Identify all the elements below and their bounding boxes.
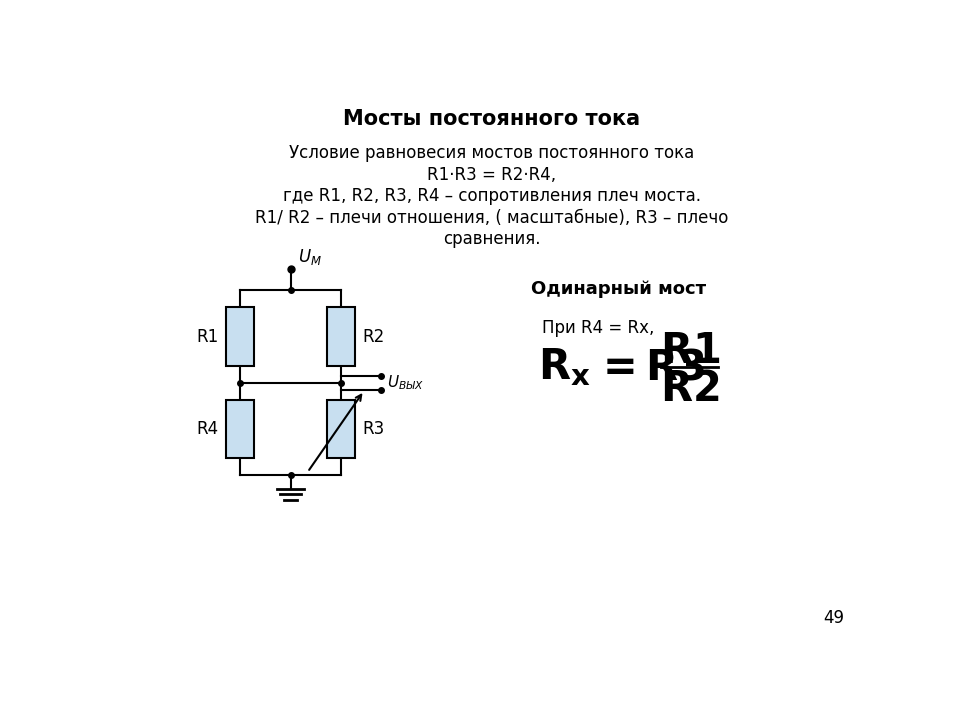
Text: $U_{ВЫХ}$: $U_{ВЫХ}$ — [388, 374, 424, 392]
Text: $U_M$: $U_M$ — [299, 248, 323, 267]
Text: сравнения.: сравнения. — [444, 230, 540, 248]
Text: $\mathbf{R2}$: $\mathbf{R2}$ — [660, 368, 719, 410]
Bar — [227, 307, 254, 366]
Bar — [227, 400, 254, 459]
Bar — [327, 400, 355, 459]
Text: Условие равновесия мостов постоянного тока: Условие равновесия мостов постоянного то… — [289, 144, 695, 162]
Text: R1: R1 — [196, 328, 219, 346]
Text: Мосты постоянного тока: Мосты постоянного тока — [344, 109, 640, 130]
Text: R4: R4 — [196, 420, 219, 438]
Text: R2: R2 — [363, 328, 385, 346]
Text: $\mathbf{R_x}$: $\mathbf{R_x}$ — [539, 346, 591, 389]
Text: 49: 49 — [824, 609, 845, 627]
Text: При R4 = Rx,: При R4 = Rx, — [542, 319, 655, 337]
Text: R3: R3 — [363, 420, 385, 438]
Text: R1·R3 = R2·R4,: R1·R3 = R2·R4, — [427, 166, 557, 184]
Text: Одинарный мост: Одинарный мост — [531, 280, 706, 298]
Text: $\mathbf{= R3}$: $\mathbf{= R3}$ — [594, 346, 705, 389]
Text: где R1, R2, R3, R4 – сопротивления плеч моста.: где R1, R2, R3, R4 – сопротивления плеч … — [283, 187, 701, 205]
Text: R1/ R2 – плечи отношения, ( масштабные), R3 – плечо: R1/ R2 – плечи отношения, ( масштабные),… — [255, 209, 729, 227]
Text: $\mathbf{R1}$: $\mathbf{R1}$ — [660, 330, 720, 372]
Bar — [327, 307, 355, 366]
